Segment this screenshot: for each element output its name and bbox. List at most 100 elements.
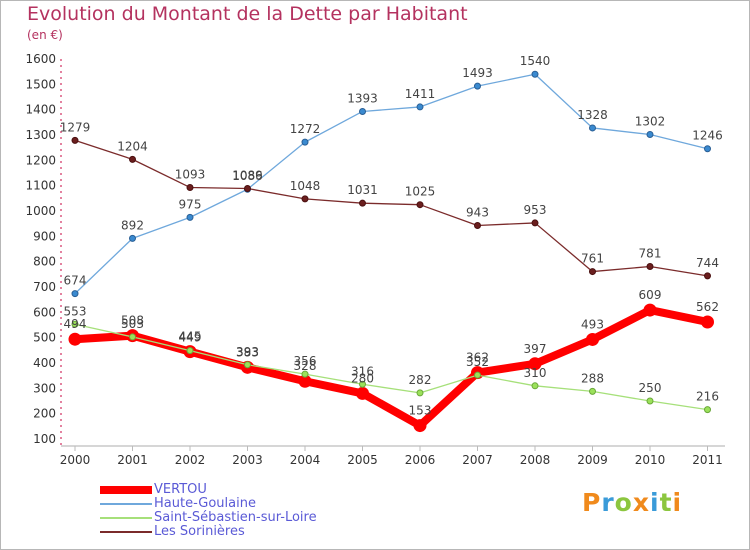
brand-logo: Proxiti bbox=[582, 488, 682, 517]
data-point bbox=[186, 183, 194, 191]
data-label: 356 bbox=[294, 354, 317, 368]
y-tick-label: 400 bbox=[33, 356, 56, 370]
legend-label: Les Sorinières bbox=[154, 524, 245, 539]
x-tick-label: 2002 bbox=[175, 453, 206, 467]
x-tick-label: 2008 bbox=[520, 453, 551, 467]
data-point bbox=[129, 155, 136, 163]
data-point bbox=[186, 347, 194, 355]
chart-axes: 100 200 300 400 500 600 700 800 900 1000 1100 1200 1… bbox=[25, 52, 725, 467]
data-point bbox=[244, 361, 251, 369]
data-label: 1025 bbox=[405, 185, 436, 199]
brand-letter: r bbox=[601, 488, 615, 517]
data-label: 393 bbox=[236, 345, 259, 359]
series-line bbox=[74, 139, 708, 277]
brand-letter: t bbox=[659, 488, 673, 517]
data-label: 1204 bbox=[117, 139, 148, 153]
data-point bbox=[474, 82, 481, 90]
data-point bbox=[71, 290, 79, 298]
x-tick-label: 2010 bbox=[635, 453, 666, 467]
data-point bbox=[704, 272, 711, 280]
x-tick-label: 2000 bbox=[60, 453, 91, 467]
data-point bbox=[474, 221, 481, 229]
data-label: 310 bbox=[524, 366, 547, 380]
data-point bbox=[244, 184, 251, 192]
y-tick-label: 700 bbox=[33, 280, 56, 294]
data-point bbox=[71, 320, 79, 328]
x-tick-label: 2004 bbox=[290, 453, 321, 467]
y-tick-label: 1300 bbox=[25, 128, 56, 142]
data-point bbox=[301, 138, 309, 146]
data-label: 449 bbox=[179, 331, 202, 345]
data-label: 316 bbox=[351, 364, 374, 378]
data-label: 250 bbox=[639, 381, 662, 395]
series-line bbox=[74, 323, 708, 411]
brand-letter: i bbox=[650, 488, 660, 517]
x-tick-label: 2009 bbox=[577, 453, 608, 467]
x-tick-label: 2006 bbox=[405, 453, 436, 467]
x-tick-label: 2007 bbox=[462, 453, 493, 467]
legend-label: Saint-Sébastien-sur-Loire bbox=[154, 510, 317, 525]
data-label: 1272 bbox=[290, 122, 321, 136]
data-label: 975 bbox=[179, 197, 202, 211]
y-tick-label: 1100 bbox=[25, 179, 56, 193]
data-point bbox=[301, 370, 309, 378]
legend-label: Haute-Goulaine bbox=[154, 496, 256, 511]
y-tick-label: 1200 bbox=[25, 153, 56, 167]
data-point bbox=[589, 268, 596, 276]
y-tick-label: 1600 bbox=[25, 52, 56, 66]
data-label: 1411 bbox=[405, 87, 436, 101]
series-line bbox=[74, 306, 709, 430]
data-label: 153 bbox=[409, 404, 432, 418]
data-label: 445 bbox=[179, 330, 202, 344]
data-label: 1246 bbox=[692, 129, 723, 143]
data-point bbox=[531, 382, 539, 390]
data-label: 493 bbox=[581, 317, 604, 331]
data-label: 1031 bbox=[347, 183, 378, 197]
data-point bbox=[359, 380, 366, 388]
data-label: 744 bbox=[696, 256, 719, 270]
data-point bbox=[416, 201, 424, 209]
legend-swatch bbox=[100, 517, 152, 519]
data-point bbox=[646, 263, 654, 271]
data-point bbox=[646, 397, 654, 405]
brand-letter: o bbox=[614, 488, 633, 517]
y-tick-label: 1000 bbox=[25, 204, 56, 218]
legend-swatch bbox=[100, 531, 152, 533]
data-point bbox=[68, 332, 82, 346]
series-vertou bbox=[68, 303, 714, 433]
data-label: 508 bbox=[121, 314, 144, 328]
series-saint-s-bastien-sur-loire bbox=[71, 320, 711, 414]
y-tick-label: 1500 bbox=[25, 77, 56, 91]
data-label: 282 bbox=[409, 373, 432, 387]
data-label: 280 bbox=[351, 371, 374, 385]
data-label: 1279 bbox=[60, 120, 91, 134]
data-point bbox=[643, 303, 657, 317]
data-point bbox=[416, 103, 424, 111]
data-label: 503 bbox=[121, 317, 144, 331]
data-point bbox=[704, 406, 711, 414]
data-label: 1393 bbox=[347, 91, 378, 105]
brand-letter: i bbox=[672, 488, 683, 517]
data-point bbox=[71, 136, 79, 144]
data-point bbox=[528, 357, 542, 371]
data-label: 1328 bbox=[577, 108, 608, 122]
series-line bbox=[74, 73, 708, 295]
x-tick-label: 2001 bbox=[117, 453, 148, 467]
data-label: 553 bbox=[64, 304, 87, 318]
data-label: 943 bbox=[466, 205, 489, 219]
data-label: 1089 bbox=[232, 168, 263, 182]
data-point bbox=[413, 419, 427, 433]
data-label: 1302 bbox=[635, 115, 666, 129]
data-point bbox=[129, 333, 136, 341]
data-point bbox=[646, 131, 654, 139]
data-labels-layer: 674 892 975 1086 1272 1393 1411 1493 1540 1328 130… bbox=[60, 54, 723, 417]
data-label: 494 bbox=[64, 317, 87, 331]
brand-letter: P bbox=[582, 488, 602, 517]
y-tick-label: 600 bbox=[33, 305, 56, 319]
x-tick-label: 2005 bbox=[347, 453, 378, 467]
y-tick-label: 900 bbox=[33, 229, 56, 243]
series-les-sorini-res bbox=[71, 136, 711, 280]
data-label: 1086 bbox=[232, 169, 263, 183]
